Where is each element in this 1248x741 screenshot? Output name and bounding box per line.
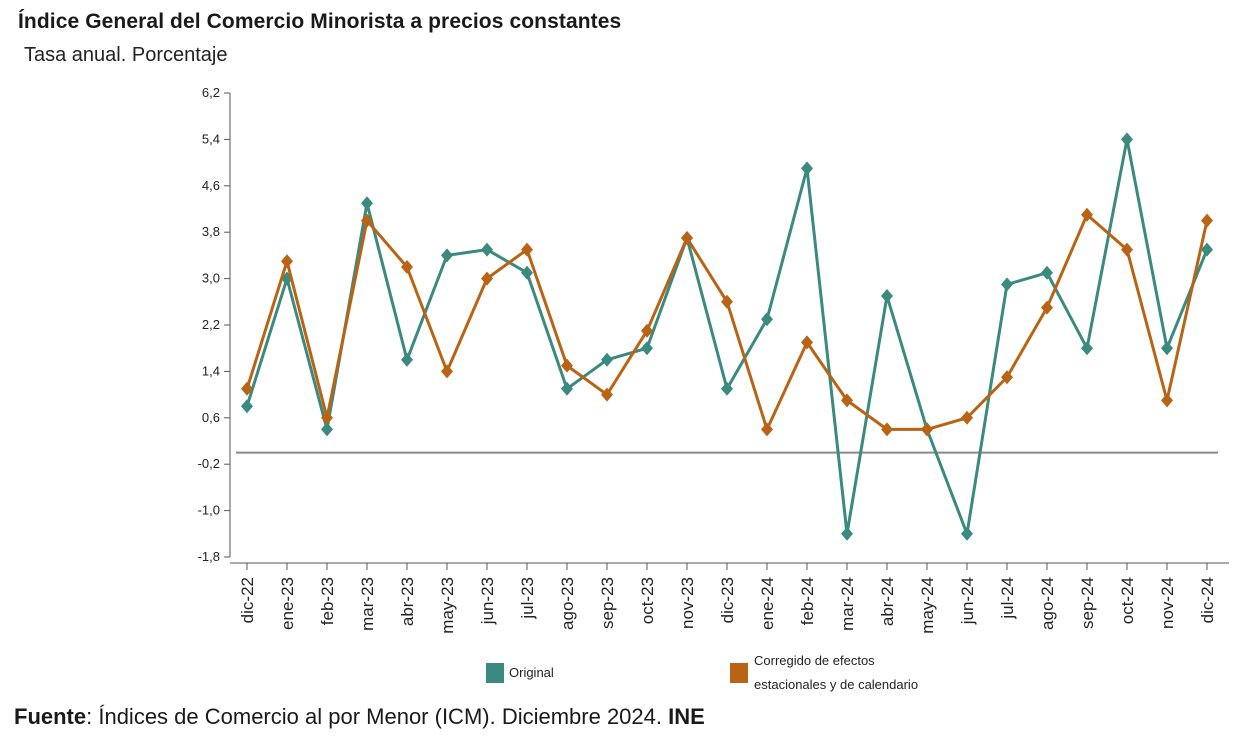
y-tick-label: 1,4 <box>202 363 220 378</box>
x-tick-label: feb-23 <box>318 577 337 625</box>
data-point-corrected <box>401 260 413 274</box>
y-tick-label: 5,4 <box>202 131 220 146</box>
x-tick-label: jun-23 <box>478 577 497 625</box>
data-point-corrected <box>721 294 733 309</box>
x-tick-label: may-24 <box>918 577 937 634</box>
data-point-original <box>561 381 573 396</box>
data-point-corrected <box>961 410 973 425</box>
y-tick-label: -1,8 <box>198 549 220 564</box>
x-tick-label: nov-24 <box>1158 577 1177 629</box>
data-point-corrected <box>1041 300 1053 315</box>
data-point-original <box>601 352 613 367</box>
legend-swatch-original <box>486 663 504 683</box>
data-point-corrected <box>801 335 813 350</box>
data-point-corrected <box>841 393 853 408</box>
data-point-corrected <box>601 387 613 402</box>
x-tick-label: feb-24 <box>798 577 817 625</box>
x-tick-label: dic-24 <box>1198 577 1217 623</box>
x-tick-label: ago-23 <box>558 577 577 630</box>
y-tick-label: -0,2 <box>198 456 220 471</box>
data-point-original <box>1041 265 1053 280</box>
data-point-original <box>1001 277 1013 292</box>
source-label: Fuente <box>14 704 87 729</box>
x-tick-label: abr-23 <box>398 577 417 626</box>
y-tick-label: -1,0 <box>198 503 220 518</box>
data-point-corrected <box>641 323 653 338</box>
x-tick-label: jun-24 <box>958 577 977 625</box>
data-point-corrected <box>241 381 253 396</box>
source-text: : Índices de Comercio al por Menor (ICM)… <box>86 704 669 729</box>
data-point-original <box>641 341 653 356</box>
y-tick-label: 6,2 <box>202 85 220 100</box>
x-tick-label: ene-24 <box>758 577 777 630</box>
data-point-original <box>1121 132 1133 147</box>
x-tick-label: jul-23 <box>518 577 537 620</box>
data-point-corrected <box>561 358 573 373</box>
source-org: INE <box>668 704 705 729</box>
chart-title: Índice General del Comercio Minorista a … <box>18 10 622 33</box>
data-point-corrected <box>881 422 893 437</box>
data-point-original <box>801 161 813 176</box>
data-point-corrected <box>321 410 333 425</box>
data-point-original <box>961 526 973 541</box>
data-point-original <box>721 381 733 396</box>
y-tick-label: 0,6 <box>202 410 220 425</box>
series-line-original <box>245 137 1209 536</box>
x-tick-label: sep-23 <box>598 577 617 629</box>
data-point-corrected <box>921 422 933 437</box>
data-point-original <box>401 352 413 367</box>
x-tick-label: may-23 <box>438 577 457 634</box>
x-tick-label: dic-22 <box>238 577 257 623</box>
data-point-original <box>841 526 853 541</box>
x-tick-label: oct-23 <box>638 577 657 624</box>
source-note: Fuente: Índices de Comercio al por Menor… <box>14 704 705 730</box>
data-point-original <box>521 265 533 280</box>
data-point-original <box>881 289 893 303</box>
x-tick-label: mar-23 <box>358 577 377 631</box>
data-point-original <box>1081 341 1093 356</box>
data-point-corrected <box>521 242 533 257</box>
y-tick-label: 4,6 <box>202 178 220 193</box>
data-point-corrected <box>281 254 293 269</box>
legend-label-original: Original <box>509 665 554 680</box>
x-tick-label: oct-24 <box>1118 577 1137 624</box>
data-point-original <box>1201 242 1213 257</box>
x-tick-label: ene-23 <box>278 577 297 630</box>
data-point-original <box>361 196 373 211</box>
y-tick-label: 3,8 <box>202 224 220 239</box>
data-point-corrected <box>481 271 493 286</box>
x-tick-label: sep-24 <box>1078 577 1097 629</box>
data-point-original <box>1161 341 1173 356</box>
x-tick-label: abr-24 <box>878 577 897 626</box>
x-tick-label: ago-24 <box>1038 577 1057 630</box>
data-point-original <box>761 312 773 327</box>
y-tick-label: 3,0 <box>202 271 220 286</box>
y-tick-label: 2,2 <box>202 317 220 332</box>
legend-label-corrected-line1: Corregido de efectos <box>754 653 875 668</box>
x-tick-label: jul-24 <box>998 577 1017 620</box>
x-tick-label: dic-23 <box>718 577 737 623</box>
data-point-corrected <box>1121 242 1133 257</box>
series-line-corrected <box>245 213 1209 431</box>
data-point-corrected <box>441 364 453 379</box>
data-point-corrected <box>681 231 693 245</box>
data-point-corrected <box>1081 207 1093 222</box>
data-point-corrected <box>361 213 373 228</box>
data-point-original <box>241 399 253 414</box>
legend-swatch-corrected <box>730 663 748 683</box>
data-point-original <box>321 422 333 437</box>
data-point-original <box>441 248 453 263</box>
chart-subtitle: Tasa anual. Porcentaje <box>24 44 228 66</box>
x-tick-label: nov-23 <box>678 577 697 629</box>
data-point-corrected <box>761 422 773 437</box>
data-point-corrected <box>1001 370 1013 385</box>
data-point-corrected <box>1161 393 1173 408</box>
data-point-original <box>481 242 493 257</box>
data-point-corrected <box>1201 213 1213 228</box>
x-tick-label: mar-24 <box>838 577 857 631</box>
legend-label-corrected-line2: estacionales y de calendario <box>754 677 918 692</box>
